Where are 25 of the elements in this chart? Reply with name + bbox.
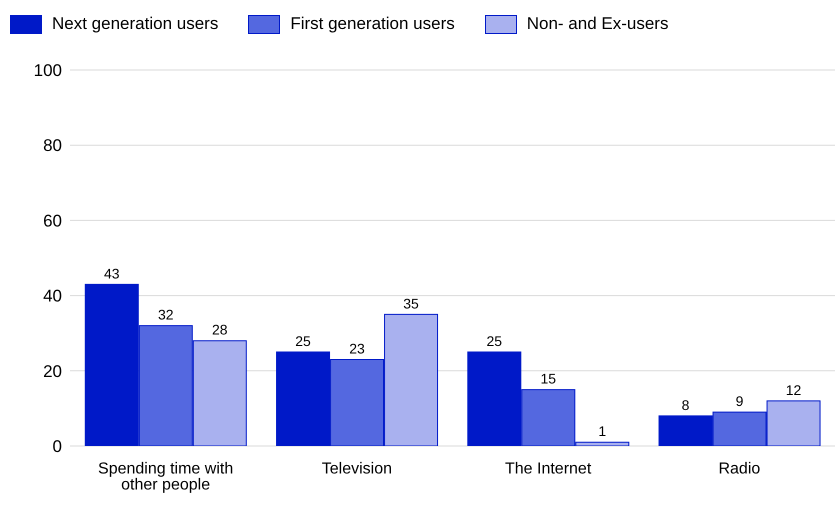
legend-label: Next generation users	[52, 14, 218, 34]
data-label: 23	[349, 340, 366, 357]
data-label: 25	[295, 333, 312, 349]
legend-label: First generation users	[290, 14, 455, 34]
data-label: 9	[736, 393, 744, 410]
data-label: 1	[598, 423, 606, 440]
y-tick-label: 80	[43, 136, 62, 156]
legend-label: Non- and Ex-users	[526, 14, 668, 34]
x-tick-label: Radio	[718, 460, 760, 478]
x-tick-label: The Internet	[504, 460, 592, 478]
data-label: 8	[682, 396, 690, 413]
data-label: 35	[403, 295, 420, 312]
y-tick-label: 20	[43, 362, 62, 381]
y-tick-label: 40	[43, 286, 62, 306]
y-tick-label: 100	[34, 61, 62, 80]
data-label: 25	[486, 333, 502, 349]
data-label: 32	[158, 306, 174, 323]
x-tick-label: Television	[322, 460, 392, 478]
data-label: 15	[540, 370, 556, 387]
data-label: 43	[104, 265, 120, 282]
data-label: 28	[212, 322, 228, 338]
y-tick-label: 0	[52, 437, 62, 456]
data-label: 12	[786, 382, 802, 398]
y-tick-label: 60	[43, 211, 62, 230]
x-tick-label: Spending time with other people	[98, 460, 234, 494]
